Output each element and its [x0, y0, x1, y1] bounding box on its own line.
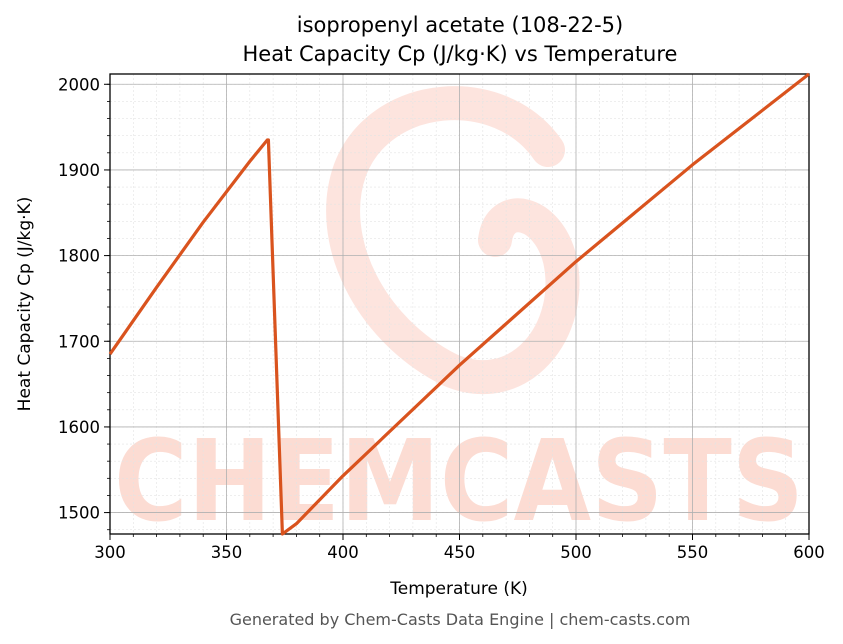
- x-tick-label: 550: [677, 543, 709, 562]
- x-tick-label: 400: [327, 543, 359, 562]
- x-tick-label: 350: [211, 543, 243, 562]
- y-tick-label: 1700: [58, 332, 100, 351]
- y-tick-label: 1500: [58, 504, 100, 523]
- x-axis-label: Temperature (K): [389, 579, 528, 599]
- x-tick-label: 450: [444, 543, 476, 562]
- chart-title: isopropenyl acetate (108-22-5): [297, 13, 623, 37]
- series-line-0: [108, 72, 810, 536]
- watermark: CHEMCASTS: [114, 86, 804, 547]
- watermark-text: CHEMCASTS: [114, 417, 804, 547]
- y-tick-label: 2000: [58, 75, 100, 94]
- watermark-swirl: [326, 86, 580, 394]
- x-tick-label: 500: [560, 543, 592, 562]
- y-tick-label: 1900: [58, 161, 100, 180]
- y-axis-label: Heat Capacity Cp (J/kg·K): [15, 197, 35, 412]
- chart-subtitle: Heat Capacity Cp (J/kg·K) vs Temperature: [243, 42, 678, 66]
- footer-credit: Generated by Chem-Casts Data Engine | ch…: [230, 610, 691, 629]
- y-tick-label: 1600: [58, 418, 100, 437]
- x-tick-label: 600: [793, 543, 825, 562]
- x-tick-label: 300: [94, 543, 126, 562]
- axis-ticks: 300 350 400 450 500 550 600 1500 1600 1700 1800 190…: [58, 75, 825, 562]
- y-tick-label: 1800: [58, 247, 100, 266]
- series-layer: [108, 72, 810, 536]
